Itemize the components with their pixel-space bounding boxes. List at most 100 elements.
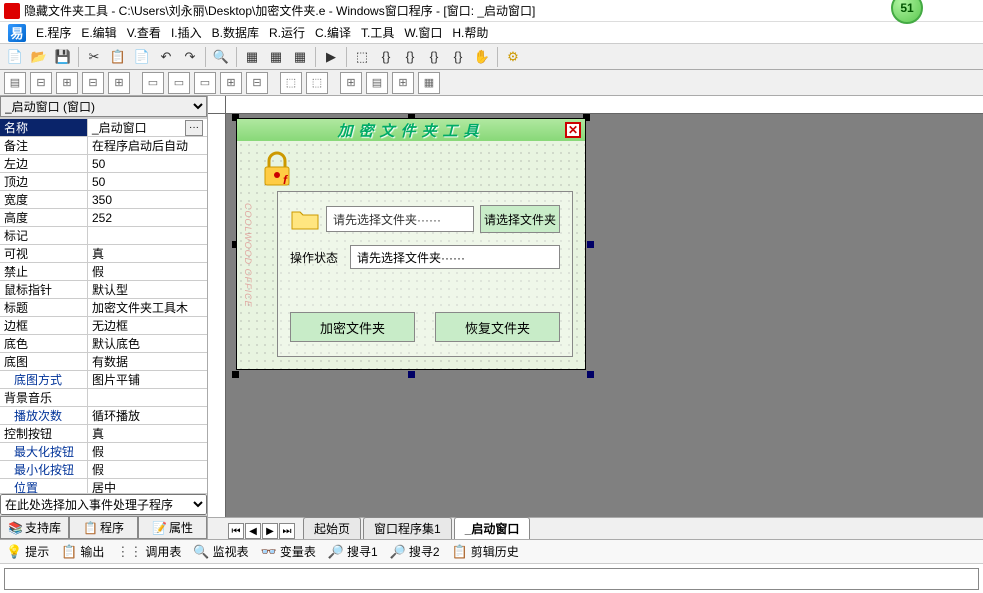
prop-value[interactable]: 在程序启动后自动	[88, 137, 207, 154]
prop-row[interactable]: 标题加密文件夹工具木	[0, 299, 207, 317]
btab-cliphistory[interactable]: 📋剪辑历史	[452, 543, 519, 560]
prop-row[interactable]: 高度252	[0, 209, 207, 227]
step2-icon[interactable]: {}	[375, 46, 397, 68]
menu-edit[interactable]: E.编辑	[81, 24, 116, 41]
btab-output[interactable]: 📋输出	[61, 543, 104, 560]
open-icon[interactable]: 📂	[28, 46, 50, 68]
align1-icon[interactable]: ▤	[4, 72, 26, 94]
undo-icon[interactable]: ↶	[155, 46, 177, 68]
designed-form[interactable]: 加密文件夹工具 ✕ COOLWOOD OFFICE f 请先选择文件夹·····…	[236, 118, 586, 370]
step1-icon[interactable]: ⬚	[351, 46, 373, 68]
event-combo[interactable]: 在此处选择加入事件处理子程序	[0, 494, 207, 515]
breakpoint-icon[interactable]: ✋	[471, 46, 493, 68]
prop-row[interactable]: 背景音乐	[0, 389, 207, 407]
support-lib-button[interactable]: 📚 支持库	[0, 516, 69, 539]
prop-row[interactable]: 最大化按钮假	[0, 443, 207, 461]
prop-value[interactable]: 无边框	[88, 317, 207, 334]
save-icon[interactable]: 💾	[52, 46, 74, 68]
paste-icon[interactable]: 📄	[131, 46, 153, 68]
menu-insert[interactable]: I.插入	[171, 24, 202, 41]
config-icon[interactable]: ⚙	[502, 46, 524, 68]
encrypt-button[interactable]: 加密文件夹	[290, 312, 415, 342]
resize-handle[interactable]	[587, 241, 594, 248]
cut-icon[interactable]: ✂	[83, 46, 105, 68]
step5-icon[interactable]: {}	[447, 46, 469, 68]
output-textbox[interactable]	[4, 568, 979, 590]
ellipsis-button[interactable]: ···	[185, 120, 203, 136]
resize-handle[interactable]	[587, 371, 594, 378]
prop-value[interactable]: 居中	[88, 479, 207, 493]
form-selection[interactable]: 加密文件夹工具 ✕ COOLWOOD OFFICE f 请先选择文件夹·····…	[236, 118, 586, 370]
prop-value[interactable]: 假	[88, 263, 207, 280]
redo-icon[interactable]: ↷	[179, 46, 201, 68]
close-icon[interactable]: ✕	[565, 122, 581, 138]
tab-nav-next-icon[interactable]: ▶	[262, 523, 278, 539]
align3-icon[interactable]: ⊞	[56, 72, 78, 94]
order2-icon[interactable]: ⬚	[306, 72, 328, 94]
prop-row[interactable]: 可视真	[0, 245, 207, 263]
grid2-icon[interactable]: ▤	[366, 72, 388, 94]
object-combo[interactable]: _启动窗口 (窗口)	[0, 96, 207, 117]
property-grid[interactable]: 名称_启动窗口···备注在程序启动后自动左边50顶边50宽度350高度252标记…	[0, 118, 207, 493]
prop-row[interactable]: 底图方式图片平铺	[0, 371, 207, 389]
resize-handle[interactable]	[408, 371, 415, 378]
menu-program[interactable]: E.程序	[36, 24, 71, 41]
prop-value[interactable]: 真	[88, 425, 207, 442]
tab-nav-prev-icon[interactable]: ◀	[245, 523, 261, 539]
design-canvas[interactable]: 加密文件夹工具 ✕ COOLWOOD OFFICE f 请先选择文件夹·····…	[208, 96, 983, 539]
prop-value[interactable]: _启动窗口···	[88, 119, 207, 136]
prop-row[interactable]: 最小化按钮假	[0, 461, 207, 479]
prop-value[interactable]: 默认底色	[88, 335, 207, 352]
align7-icon[interactable]: ▭	[168, 72, 190, 94]
prop-value[interactable]: 50	[88, 155, 207, 172]
tab-nav-last-icon[interactable]: ⏭	[279, 523, 295, 539]
run-icon[interactable]: ▶	[320, 46, 342, 68]
order1-icon[interactable]: ⬚	[280, 72, 302, 94]
step4-icon[interactable]: {}	[423, 46, 445, 68]
prop-value[interactable]: 加密文件夹工具木	[88, 299, 207, 316]
resize-handle[interactable]	[232, 371, 239, 378]
align9-icon[interactable]: ⊞	[220, 72, 242, 94]
prop-row[interactable]: 宽度350	[0, 191, 207, 209]
win3-icon[interactable]: ▦	[289, 46, 311, 68]
prop-value[interactable]: 350	[88, 191, 207, 208]
menu-run[interactable]: R.运行	[269, 24, 305, 41]
win2-icon[interactable]: ▦	[265, 46, 287, 68]
prop-row[interactable]: 禁止假	[0, 263, 207, 281]
step3-icon[interactable]: {}	[399, 46, 421, 68]
tab-nav-first-icon[interactable]: ⏮	[228, 523, 244, 539]
btab-hint[interactable]: 💡提示	[6, 543, 49, 560]
menu-window[interactable]: W.窗口	[404, 24, 442, 41]
prop-value[interactable]: 图片平铺	[88, 371, 207, 388]
menu-help[interactable]: H.帮助	[452, 24, 488, 41]
prop-value[interactable]: 假	[88, 443, 207, 460]
prop-value[interactable]: 真	[88, 245, 207, 262]
menu-database[interactable]: B.数据库	[212, 24, 259, 41]
prop-row[interactable]: 底图有数据	[0, 353, 207, 371]
grid1-icon[interactable]: ⊞	[340, 72, 362, 94]
menu-view[interactable]: V.查看	[127, 24, 161, 41]
property-button[interactable]: 📝 属性	[138, 516, 207, 539]
find-icon[interactable]: 🔍	[210, 46, 232, 68]
prop-row[interactable]: 顶边50	[0, 173, 207, 191]
menu-tools[interactable]: T.工具	[361, 24, 394, 41]
align2-icon[interactable]: ⊟	[30, 72, 52, 94]
menu-compile[interactable]: C.编译	[315, 24, 351, 41]
prop-row[interactable]: 名称_启动窗口···	[0, 119, 207, 137]
prop-value[interactable]: 252	[88, 209, 207, 226]
align10-icon[interactable]: ⊟	[246, 72, 268, 94]
tab-startwindow[interactable]: _启动窗口	[454, 517, 531, 539]
prop-row[interactable]: 播放次数循环播放	[0, 407, 207, 425]
btab-search2[interactable]: 🔎搜寻2	[390, 543, 440, 560]
align8-icon[interactable]: ▭	[194, 72, 216, 94]
btab-search1[interactable]: 🔎搜寻1	[328, 543, 378, 560]
align5-icon[interactable]: ⊞	[108, 72, 130, 94]
new-icon[interactable]: 📄	[4, 46, 26, 68]
btab-watch[interactable]: 🔍监视表	[193, 543, 248, 560]
prop-row[interactable]: 左边50	[0, 155, 207, 173]
program-button[interactable]: 📋 程序	[69, 516, 138, 539]
align6-icon[interactable]: ▭	[142, 72, 164, 94]
prop-value[interactable]	[88, 227, 207, 244]
prop-value[interactable]: 循环播放	[88, 407, 207, 424]
prop-row[interactable]: 位置居中	[0, 479, 207, 493]
